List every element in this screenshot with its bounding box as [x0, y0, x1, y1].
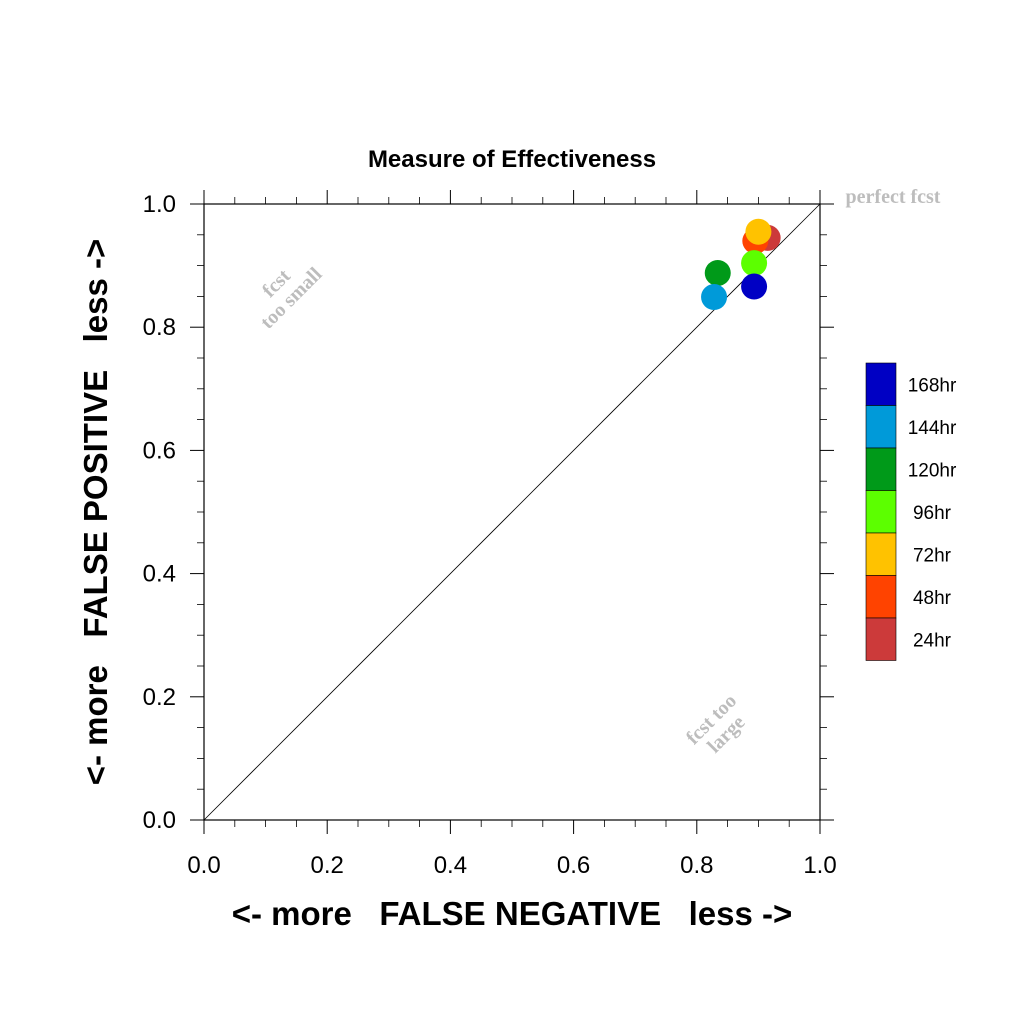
- point-72hr: [745, 218, 772, 245]
- x-tick-label: 1.0: [803, 852, 836, 879]
- legend-swatch-96hr: [865, 490, 897, 534]
- y-tick-label: 0.6: [143, 437, 176, 464]
- legend-swatch-144hr: [865, 405, 897, 449]
- y-tick-label: 1.0: [143, 191, 176, 218]
- plot-area: 0.0 0.2 0.4 0.6 0.8 1.0 0.0 0.2 0.4 0.6 0.8 1.0: [143, 190, 837, 879]
- legend-label-144hr: 144hr: [908, 418, 957, 439]
- x-tick-label: 0.0: [187, 852, 220, 879]
- y-axis-label: <- more FALSE POSITIVE less ->: [77, 239, 114, 786]
- x-tick-label: 0.8: [680, 852, 713, 879]
- point-96hr: [741, 250, 768, 277]
- y-tick-label: 0.4: [143, 561, 176, 588]
- x-axis-label: <- more FALSE NEGATIVE less ->: [232, 895, 793, 932]
- legend-swatch-120hr: [865, 447, 897, 491]
- legend: 168hr 144hr 120hr 96hr 72hr 48hr 24hr: [865, 362, 957, 661]
- y-tick-label: 0.0: [143, 807, 176, 834]
- too-small-line-2: too small: [256, 263, 326, 333]
- point-120hr: [704, 259, 731, 286]
- point-168hr: [741, 273, 768, 300]
- legend-swatch-168hr: [865, 362, 897, 406]
- legend-label-120hr: 120hr: [908, 460, 957, 481]
- x-tick-label: 0.6: [557, 852, 590, 879]
- x-tick-label: 0.4: [434, 852, 467, 879]
- legend-label-96hr: 96hr: [913, 503, 952, 524]
- legend-label-24hr: 24hr: [913, 630, 952, 651]
- point-144hr: [701, 284, 728, 311]
- legend-label-168hr: 168hr: [908, 375, 957, 396]
- legend-label-48hr: 48hr: [913, 588, 952, 609]
- too-small-annotation: fcst too small: [256, 263, 326, 333]
- too-large-annotation: fcst too large: [682, 690, 750, 758]
- y-tick-label: 0.8: [143, 314, 176, 341]
- perfect-fcst-annotation: perfect fcst: [846, 186, 941, 208]
- y-tick-label: 0.2: [143, 684, 176, 711]
- chart-title: Measure of Effectiveness: [368, 146, 656, 173]
- x-tick-label: 0.2: [311, 852, 344, 879]
- legend-swatch-48hr: [865, 575, 897, 619]
- legend-swatch-72hr: [865, 532, 897, 576]
- legend-label-72hr: 72hr: [913, 545, 952, 566]
- legend-swatch-24hr: [865, 617, 897, 661]
